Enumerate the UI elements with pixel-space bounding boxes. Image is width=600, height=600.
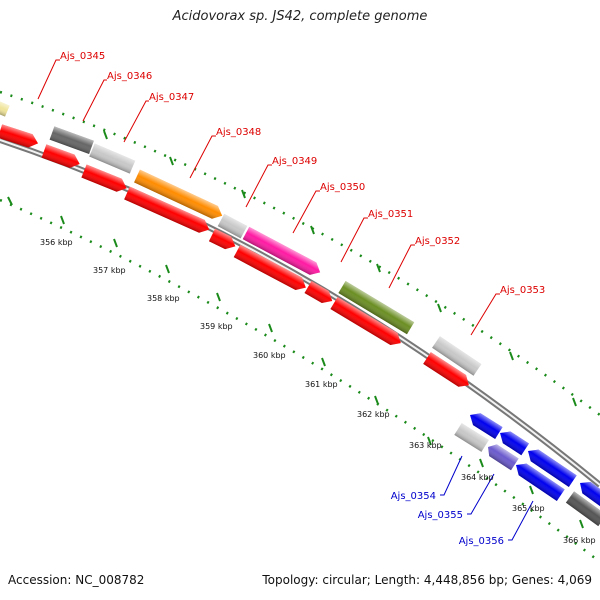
gene-arrow-blue (528, 449, 577, 487)
cds-arrow-red (423, 352, 469, 387)
gene-arrow-blue (580, 482, 600, 507)
scale-label-361: 361 kbp (305, 380, 338, 389)
reverse-label-leaders (440, 455, 534, 541)
gene-arrow-pink (242, 226, 321, 275)
gene-arrow-light-grey-rev (454, 423, 489, 452)
forward-label-leaders (37, 59, 500, 336)
cds-arrow-red (81, 164, 127, 192)
forward-strand-genes (0, 100, 482, 376)
gene-arrow-light-grey-3 (432, 336, 482, 376)
scale-label-359: 359 kbp (200, 322, 233, 331)
gene-arrow-dark-grey (49, 126, 94, 154)
gene-label-ajs-0348: Ajs_0348 (216, 127, 261, 138)
gene-label-ajs-0354: Ajs_0354 (391, 491, 436, 502)
cds-arrow-red (330, 296, 401, 346)
inner-major-ticks (7, 196, 584, 529)
scale-labels: 356 kbp 357 kbp 358 kbp 359 kbp 360 kbp … (40, 238, 596, 545)
gene-label-ajs-0345: Ajs_0345 (60, 51, 105, 62)
cds-arrow-red (0, 124, 39, 148)
map-title: Acidovorax sp. JS42, complete genome (172, 9, 428, 24)
gene-arrow-blue (516, 463, 565, 501)
gene-label-ajs-0346: Ajs_0346 (107, 71, 152, 82)
red-cds-arrows (0, 124, 469, 387)
forward-gene-labels: Ajs_0345 Ajs_0346 Ajs_0347 Ajs_0348 Ajs_… (60, 51, 545, 296)
cds-arrow-red (304, 280, 333, 304)
cds-arrow-red (124, 186, 210, 233)
gene-arrow-light-grey-2 (217, 213, 248, 239)
gene-label-ajs-0347: Ajs_0347 (149, 92, 194, 103)
gene-arrow-dark-grey-rev (565, 491, 600, 527)
gene-arrow-light-grey (89, 143, 136, 174)
cds-arrow-red (233, 244, 306, 291)
scale-label-365: 365 kbp (512, 504, 545, 513)
reverse-strand-genes (454, 413, 600, 527)
gene-label-ajs-0352: Ajs_0352 (415, 236, 460, 247)
scale-label-360: 360 kbp (253, 351, 286, 360)
gene-arrow-olive (338, 280, 415, 335)
gene-arrow-orange (134, 169, 223, 219)
gene-label-ajs-0353: Ajs_0353 (500, 285, 545, 296)
gene-label-ajs-0349: Ajs_0349 (272, 156, 317, 167)
gene-arrow-blue (500, 431, 529, 456)
scale-label-363: 363 kbp (409, 441, 442, 450)
scale-label-362: 362 kbp (357, 410, 390, 419)
cds-arrow-red (208, 228, 236, 250)
cds-arrow-red (41, 144, 80, 168)
gene-label-ajs-0355: Ajs_0355 (418, 510, 463, 521)
scale-label-358: 358 kbp (147, 294, 180, 303)
scale-label-364: 364 kbp (461, 473, 494, 482)
gene-label-ajs-0356: Ajs_0356 (459, 536, 504, 547)
outer-major-ticks (103, 130, 577, 407)
reverse-gene-labels: Ajs_0354 Ajs_0355 Ajs_0356 (391, 491, 504, 547)
gene-label-ajs-0351: Ajs_0351 (368, 209, 413, 220)
gene-yellow (0, 100, 10, 117)
scale-label-366: 366 kbp (563, 536, 596, 545)
gene-arrow-slate-blue (488, 444, 519, 471)
scale-label-357: 357 kbp (93, 266, 126, 275)
gene-arrow-blue (470, 413, 503, 439)
scale-label-356: 356 kbp (40, 238, 73, 247)
topology-text: Topology: circular; Length: 4,448,856 bp… (262, 573, 592, 587)
gene-label-ajs-0350: Ajs_0350 (320, 182, 365, 193)
accession-text: Accession: NC_008782 (8, 573, 145, 587)
